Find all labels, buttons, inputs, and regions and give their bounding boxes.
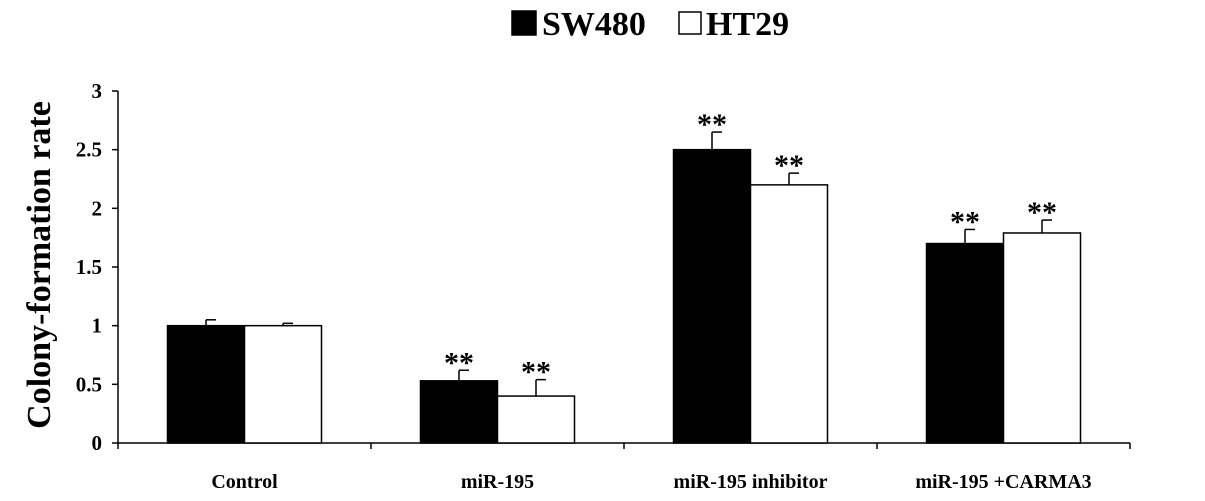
x-tick-label: miR-195 — [461, 471, 534, 493]
significance-mark: ** — [1027, 196, 1057, 229]
significance-mark: ** — [774, 149, 804, 182]
y-tick-label: 0 — [92, 431, 103, 455]
y-tick-label: 3 — [92, 79, 103, 103]
bar-sw480 — [672, 148, 752, 444]
x-tick-label: miR-195 +CARMA3 — [915, 471, 1091, 493]
x-tick-label: miR-195 inhibitor — [674, 471, 828, 493]
y-tick-label: 1.5 — [76, 255, 102, 279]
legend: SW480 HT29 — [511, 6, 789, 43]
significance-mark: ** — [950, 205, 980, 238]
significance-mark: ** — [444, 346, 474, 379]
bar-sw480 — [925, 242, 1005, 444]
bar-ht29 — [749, 184, 829, 444]
y-axis-label: Colony-formation rate — [21, 101, 58, 429]
significance-mark: ** — [521, 356, 551, 389]
legend-label-ht29: HT29 — [706, 6, 789, 43]
labels: 0 0.5 1 1.5 2 2.5 3 Control miR-195 miR-195 inhib… — [76, 79, 1092, 493]
bar-sw480 — [166, 324, 246, 444]
y-tick-label: 2 — [92, 196, 103, 220]
y-tick-label: 0.5 — [76, 372, 102, 396]
bar-ht29 — [243, 324, 323, 444]
bar-ht29 — [496, 395, 576, 444]
significance-mark: ** — [697, 108, 727, 141]
legend-label-sw480: SW480 — [542, 6, 646, 43]
x-tick-label: Control — [211, 471, 278, 493]
bar-ht29 — [1002, 232, 1082, 444]
y-tick-label: 2.5 — [76, 138, 102, 162]
y-tick-label: 1 — [92, 314, 103, 338]
bar-sw480 — [419, 380, 499, 444]
bars — [166, 131, 1082, 444]
legend-swatch-sw480 — [511, 10, 537, 36]
legend-swatch-ht29 — [678, 11, 702, 35]
